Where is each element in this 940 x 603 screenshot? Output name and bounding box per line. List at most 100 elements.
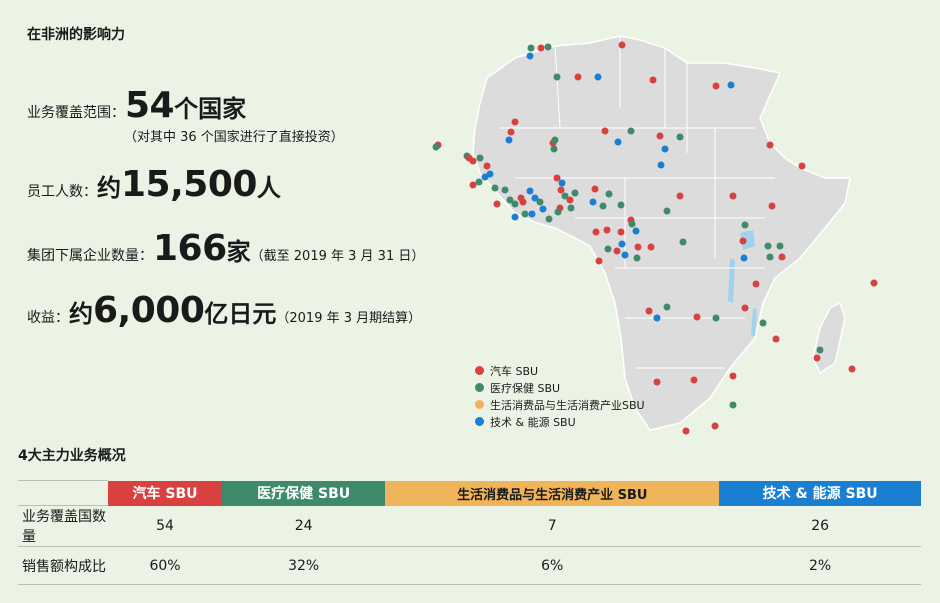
location-dot [604,245,612,253]
location-dot [566,196,574,204]
location-dot [682,427,690,435]
location-dot [727,81,735,89]
lake-malawi [751,308,757,336]
location-dot [550,145,558,153]
location-dot [553,73,561,81]
table-row: 销售额构成比 60% 32% 6% 2% [18,546,921,585]
location-dot [594,73,602,81]
lake-tanganyika [728,258,735,303]
location-dot [653,378,661,386]
location-dot [729,192,737,200]
location-dot [595,257,603,265]
table-cell: 60% [108,546,223,585]
table-header-healthcare: 医疗保健 SBU [222,480,386,506]
companies-unit: 家 [226,238,251,266]
legend-item: 医疗保健 SBU [475,379,645,396]
companies-label: 集团下属企业数量： [27,248,153,264]
table-header-row: 汽车 SBU 医疗保健 SBU 生活消费品与生活消费产业 SBU 技术 & 能源… [18,480,921,506]
location-dot [539,205,547,213]
map-legend: 汽车 SBU 医疗保健 SBU 生活消费品与生活消费产业SBU 技术 & 能源 … [475,362,645,430]
location-dot [511,118,519,126]
table-header-tech-energy: 技术 & 能源 SBU [719,480,921,506]
employees-value: 15,500 [121,164,257,205]
location-dot [739,237,747,245]
sbu-table: 汽车 SBU 医疗保健 SBU 生活消费品与生活消费产业 SBU 技术 & 能源… [18,480,921,585]
location-dot [506,196,514,204]
stat-companies: 集团下属企业数量： 166 家 （截至 2019 年 3 月 31 日） [27,228,424,269]
location-dot [741,221,749,229]
country-borders [500,36,775,369]
coverage-label: 业务覆盖范围： [27,105,125,121]
revenue-label: 收益： [27,310,69,326]
location-dot [645,307,653,315]
companies-value: 166 [153,228,227,269]
location-dot [663,303,671,311]
revenue-prefix: 约 [69,300,93,328]
legend-dot [475,383,484,392]
location-dot [663,207,671,215]
location-dot [475,178,483,186]
legend-dot [475,366,484,375]
location-dot [759,319,767,327]
location-dot [592,228,600,236]
location-dot [628,220,636,228]
table-cell: 7 [385,505,720,547]
location-dot [679,238,687,246]
companies-note: （截至 2019 年 3 月 31 日） [250,249,425,264]
location-dot [661,145,669,153]
location-dot [772,335,780,343]
location-dot [768,202,776,210]
location-dot [553,174,561,182]
location-dot [657,161,665,169]
location-dot [505,136,513,144]
table-cell: 2% [719,546,921,585]
location-dot [561,192,569,200]
location-dot [521,210,529,218]
location-dot [729,401,737,409]
location-dot [545,215,553,223]
location-dot [676,192,684,200]
employees-label: 员工人数： [27,184,97,200]
location-dot [870,279,878,287]
location-dot [617,201,625,209]
table-header-automotive: 汽车 SBU [108,480,223,506]
location-dot [599,202,607,210]
location-dot [469,157,477,165]
location-dot [536,198,544,206]
location-dot [491,184,499,192]
africa-map [432,35,878,435]
location-dot [633,254,641,262]
table-header-blank [18,480,108,506]
location-dot [614,138,622,146]
table-cell: 26 [719,505,921,547]
location-dot [752,280,760,288]
row-label: 销售额构成比 [18,546,108,585]
table-cell: 6% [385,546,720,585]
location-dot [816,346,824,354]
location-dot [764,242,772,250]
revenue-unit: 亿日元 [204,300,277,328]
location-dot [589,198,597,206]
location-dot [601,127,609,135]
location-dot [740,254,748,262]
lake-victoria [740,230,755,250]
employees-prefix: 约 [97,174,121,202]
location-dot [741,304,749,312]
employees-unit: 人 [256,174,281,202]
location-dot [712,314,720,322]
business-location-dots [432,41,878,435]
stat-revenue: 收益： 约 6,000 亿日元 （2019 年 3 月期结算） [27,290,421,331]
coverage-note: （对其中 36 个国家进行了直接投资） [124,130,344,145]
location-dot [621,251,629,259]
location-dot [618,41,626,49]
table-cell: 24 [222,505,386,547]
business-overview-heading: 4大主力业务概况 [18,448,126,464]
location-dot [481,173,489,181]
legend-item: 生活消费品与生活消费产业SBU [475,396,645,413]
legend-dot [475,417,484,426]
table-row: 业务覆盖国数量 54 24 7 26 [18,505,921,547]
location-dot [554,208,562,216]
location-dot [527,44,535,52]
location-dot [627,127,635,135]
stat-employees: 员工人数： 约 15,500 人 [27,164,281,205]
